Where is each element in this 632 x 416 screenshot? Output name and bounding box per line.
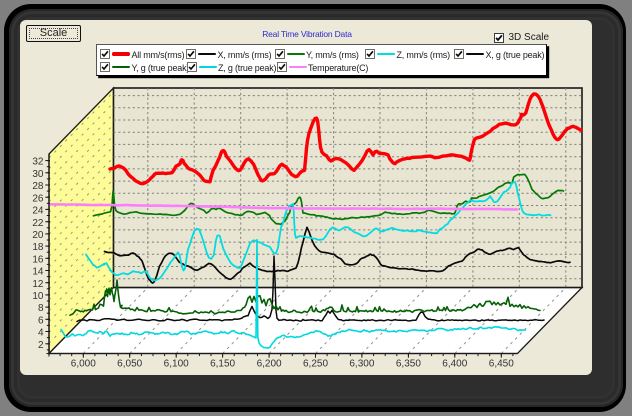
svg-text:6,300: 6,300 bbox=[349, 359, 374, 370]
svg-text:30: 30 bbox=[32, 169, 44, 180]
svg-text:2: 2 bbox=[38, 340, 44, 351]
svg-text:22: 22 bbox=[32, 218, 44, 229]
svg-text:6,350: 6,350 bbox=[396, 359, 421, 370]
svg-text:8: 8 bbox=[38, 303, 44, 314]
svg-text:6,450: 6,450 bbox=[489, 359, 514, 370]
svg-text:4: 4 bbox=[38, 328, 44, 339]
svg-text:6,400: 6,400 bbox=[442, 359, 467, 370]
svg-text:6,000: 6,000 bbox=[71, 359, 96, 370]
svg-text:6,150: 6,150 bbox=[210, 359, 235, 370]
svg-text:6,050: 6,050 bbox=[117, 359, 142, 370]
svg-text:28: 28 bbox=[32, 181, 44, 192]
svg-text:12: 12 bbox=[32, 279, 44, 290]
svg-text:24: 24 bbox=[32, 206, 44, 217]
svg-text:20: 20 bbox=[32, 230, 44, 241]
svg-text:6,200: 6,200 bbox=[257, 359, 282, 370]
svg-text:16: 16 bbox=[32, 254, 44, 265]
svg-text:14: 14 bbox=[32, 267, 44, 278]
svg-text:32: 32 bbox=[32, 157, 44, 168]
svg-text:18: 18 bbox=[32, 242, 44, 253]
svg-text:26: 26 bbox=[32, 193, 44, 204]
svg-text:6: 6 bbox=[38, 315, 44, 326]
svg-text:10: 10 bbox=[32, 291, 44, 302]
svg-text:6,100: 6,100 bbox=[164, 359, 189, 370]
svg-text:6,250: 6,250 bbox=[303, 359, 328, 370]
